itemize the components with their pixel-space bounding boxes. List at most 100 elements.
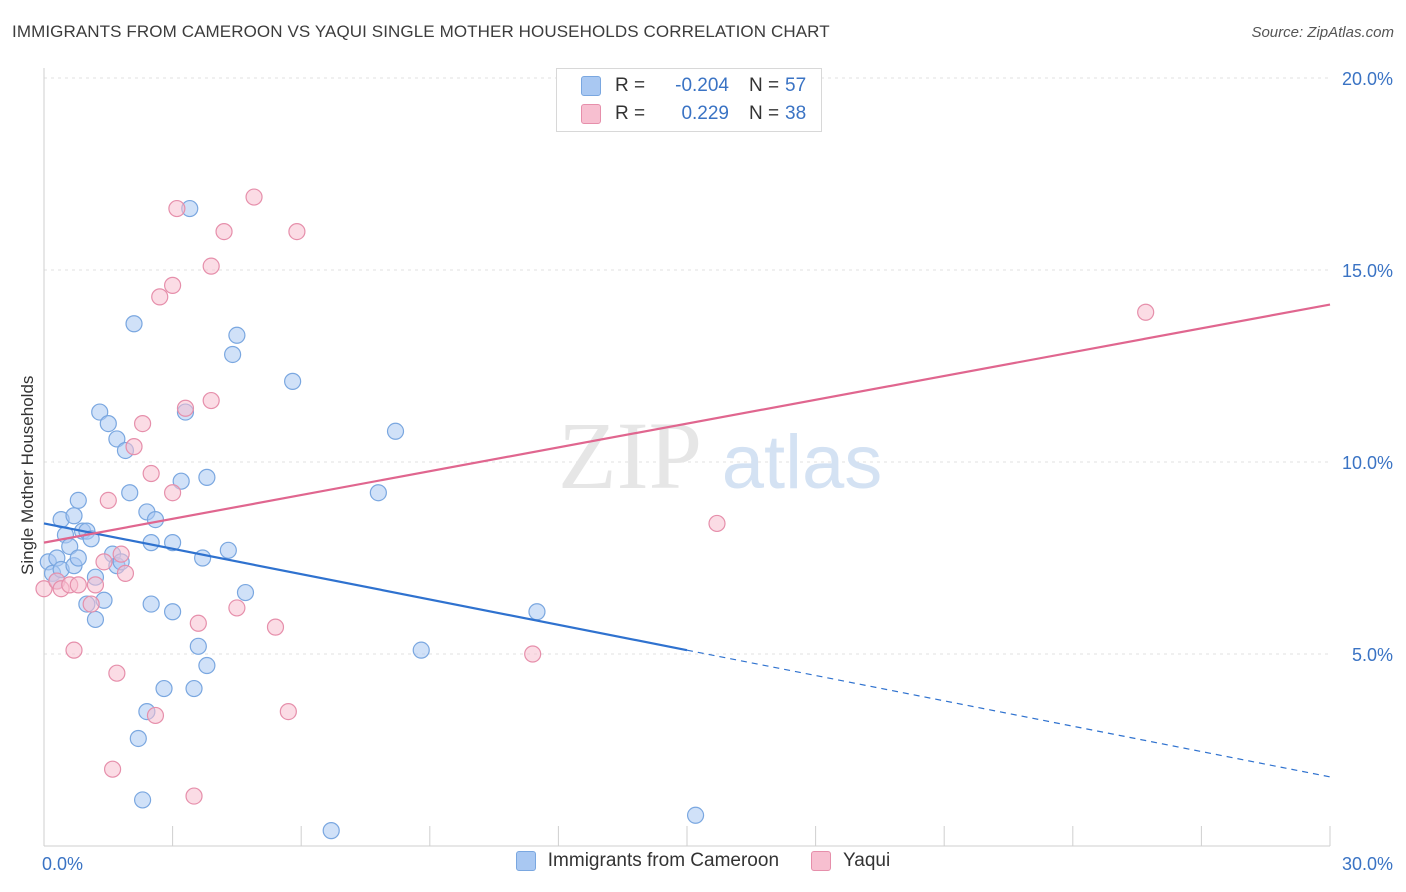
cameroon-point [164, 534, 182, 552]
cameroon-point [133, 791, 152, 809]
yaqui-point [116, 564, 135, 582]
yaqui-point [151, 288, 169, 306]
tick-labels: 5.0% 10.0% 15.0% 20.0% 0.0% 30.0% [42, 69, 1393, 874]
yaqui-point [125, 438, 143, 456]
x-tick-label-min: 0.0% [42, 854, 83, 874]
stats-row-cameroon: R = -0.204 N = 57 [581, 73, 806, 99]
yaqui-swatch [581, 104, 601, 124]
yaqui-point [82, 595, 100, 613]
yaqui-point [65, 641, 83, 659]
yaqui-point [202, 391, 220, 410]
cameroon-point [155, 679, 173, 698]
yaqui-point [1137, 303, 1155, 321]
cameroon-point [284, 372, 302, 390]
cameroon-point [69, 491, 87, 509]
yaqui-point [35, 580, 53, 598]
yaqui-point [95, 553, 113, 571]
cameroon-point [142, 595, 160, 613]
yaqui-point [202, 257, 220, 275]
cameroon-point [185, 679, 203, 698]
yaqui-point [279, 702, 297, 721]
cameroon-point [65, 507, 83, 525]
yaqui-point [164, 276, 182, 294]
legend-label: Immigrants from Cameroon [547, 850, 780, 871]
cameroon-point [322, 822, 340, 840]
legend-item-yaqui[interactable]: Yaqui [811, 850, 890, 872]
yaqui-point [245, 188, 263, 206]
cameroon-point [686, 806, 705, 824]
cameroon-point [224, 345, 242, 364]
yaqui-point [146, 706, 165, 725]
cameroon-swatch [515, 851, 536, 871]
cameroon-point [236, 583, 255, 602]
cameroon-point [99, 415, 117, 433]
y-tick-label: 15.0% [1342, 261, 1393, 281]
watermark: ZIP atlas [558, 402, 882, 509]
yaqui-trend-line [43, 303, 1331, 544]
cameroon-point [194, 549, 212, 567]
cameroon-trend-line [43, 522, 688, 652]
y-tick-label: 10.0% [1342, 453, 1393, 473]
r-value: -0.204 [675, 75, 729, 96]
trend-lines [43, 303, 1331, 778]
yaqui-swatch [811, 851, 832, 871]
cameroon-point [69, 549, 87, 567]
yaqui-point [185, 787, 203, 805]
yaqui-point [228, 599, 246, 617]
x-tick-label-max: 30.0% [1342, 854, 1393, 874]
cameroon-point [86, 610, 105, 629]
legend-label: Yaqui [843, 850, 891, 871]
yaqui-point [164, 484, 182, 502]
cameroon-point [121, 484, 139, 502]
yaqui-point [103, 760, 122, 778]
cameroon-trend-extension [686, 649, 1331, 778]
cameroon-point [198, 468, 216, 486]
y-tick-label: 20.0% [1342, 69, 1393, 89]
n-label: N = [749, 103, 780, 124]
yaqui-point [168, 199, 186, 218]
n-value: 57 [785, 75, 807, 96]
data-points [35, 188, 1155, 840]
axes [43, 68, 1331, 847]
y-axis-label: Single Mother Households [18, 375, 37, 575]
cameroon-point [412, 641, 430, 659]
cameroon-point [528, 603, 546, 621]
cameroon-point [386, 422, 405, 440]
r-value: 0.229 [681, 103, 729, 124]
legend: Immigrants from Cameroon Yaqui [0, 850, 1406, 872]
cameroon-point [129, 729, 147, 748]
r-label: R = [615, 75, 646, 96]
cameroon-swatch [581, 76, 601, 96]
cameroon-point [198, 656, 216, 675]
yaqui-point [266, 618, 285, 636]
watermark-zip: ZIP [558, 402, 702, 509]
cameroon-point [219, 541, 237, 559]
cameroon-point [125, 315, 143, 333]
n-label: N = [749, 75, 780, 96]
r-label: R = [615, 103, 646, 124]
chart-title: IMMIGRANTS FROM CAMEROON VS YAQUI SINGLE… [12, 22, 830, 41]
yaqui-point [524, 645, 542, 663]
cameroon-point [108, 430, 126, 448]
yaqui-point [112, 545, 130, 563]
yaqui-point [86, 576, 105, 594]
cameroon-point [228, 326, 246, 344]
yaqui-point [189, 614, 207, 632]
yaqui-point [288, 223, 306, 241]
yaqui-point [133, 415, 152, 433]
yaqui-point [176, 399, 195, 417]
cameroon-point [146, 510, 165, 529]
yaqui-point [215, 223, 233, 241]
yaqui-point [142, 464, 160, 483]
yaqui-point [108, 664, 126, 682]
grid [44, 77, 1330, 655]
cameroon-point [172, 472, 190, 490]
cameroon-point [164, 603, 182, 621]
stats-row-yaqui: R = 0.229 N = 38 [581, 101, 806, 127]
legend-item-cameroon[interactable]: Immigrants from Cameroon [515, 850, 780, 872]
watermark-atlas: atlas [722, 420, 883, 505]
yaqui-point [99, 491, 117, 509]
y-tick-label: 5.0% [1352, 645, 1393, 665]
yaqui-point [69, 576, 87, 594]
